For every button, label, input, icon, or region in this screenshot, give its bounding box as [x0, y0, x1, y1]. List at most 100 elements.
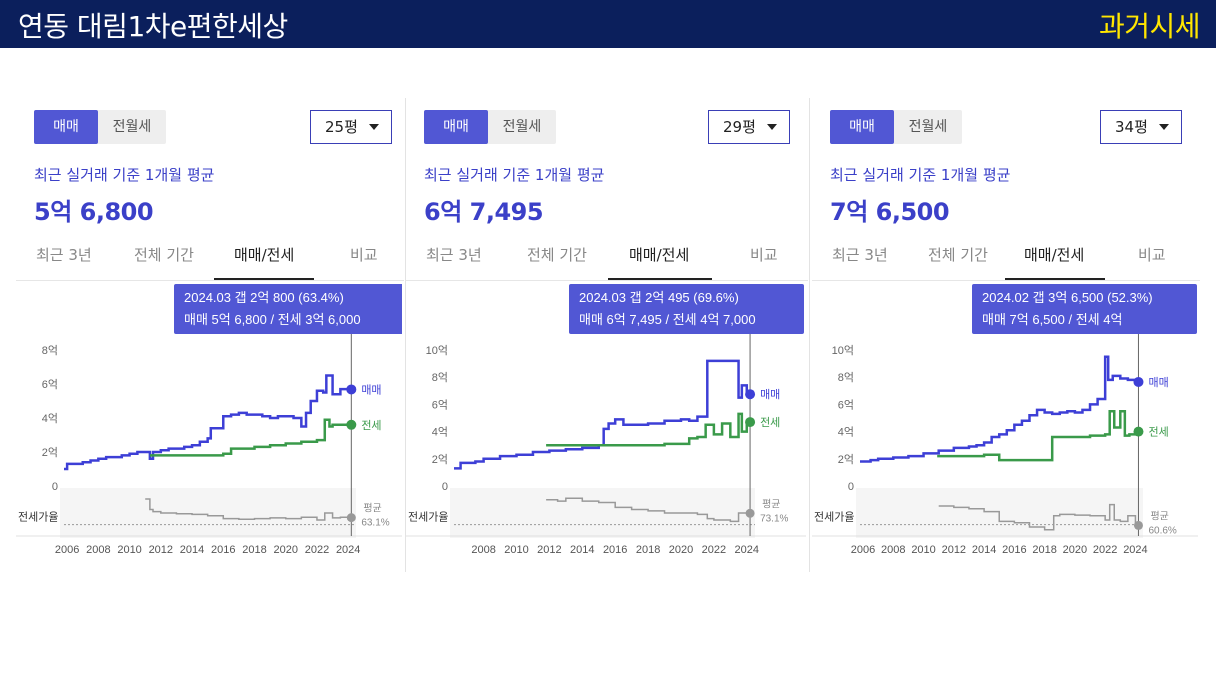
- panel-divider: [809, 98, 810, 572]
- x-tick-label: 2014: [972, 544, 996, 556]
- page-title: 연동 대림1차e편한세상: [18, 10, 288, 43]
- x-tick-label: 2016: [211, 544, 235, 556]
- toggle-rent-option[interactable]: 전월세: [502, 119, 542, 135]
- x-tick-label: 2012: [537, 544, 561, 556]
- ratio-end-marker: [346, 513, 356, 523]
- toggle-sale-option[interactable]: 매매: [830, 110, 894, 144]
- x-tick-label: 2006: [851, 544, 875, 556]
- toggle-rent-option[interactable]: 전월세: [908, 119, 948, 135]
- size-select[interactable]: 34평: [1100, 110, 1182, 144]
- series-end-marker: [745, 389, 756, 400]
- series-line-jeonse: [546, 412, 751, 447]
- period-tabs: 최근 3년 전체 기간 매매/전세 비교: [812, 238, 1200, 280]
- series-end-marker: [1133, 426, 1144, 437]
- price-chart: 0 2억 4억 6억 8억 10억 2006 2008 2010 2012 2014 2016 2018…: [812, 282, 1198, 568]
- series-end-label: 전세: [760, 416, 780, 429]
- tab-compare[interactable]: 비교: [750, 246, 778, 264]
- ratio-average-value: 73.1%: [760, 513, 788, 524]
- average-label: 최근 실거래 기준 1개월 평균: [830, 166, 1011, 184]
- chart-panel-34: 매매 전월세 34평 최근 실거래 기준 1개월 평균 7억 6,500 최근 …: [812, 98, 1200, 572]
- active-tab-indicator: [608, 278, 712, 280]
- x-tick-label: 2010: [911, 544, 935, 556]
- x-tick-label: 2008: [86, 544, 110, 556]
- tooltip-line-1: 2024.03 갭 2억 495 (69.6%): [579, 290, 739, 305]
- y-tick-label: 10억: [832, 344, 854, 357]
- toggle-sale-option[interactable]: 매매: [424, 110, 488, 144]
- y-tick-label: 6억: [432, 398, 448, 411]
- tooltip-box: [972, 284, 1197, 334]
- x-tick-label: 2022: [1093, 544, 1117, 556]
- chart-panel-25: 매매 전월세 25평 최근 실거래 기준 1개월 평균 5억 6,800 최근 …: [16, 98, 406, 572]
- series-line-sale: [860, 355, 1139, 463]
- x-tick-label: 2012: [942, 544, 966, 556]
- x-tick-label: 2010: [504, 544, 528, 556]
- series-end-marker: [346, 419, 357, 430]
- tab-sale-jeonse[interactable]: 매매/전세: [629, 246, 690, 264]
- y-tick-label: 2억: [432, 453, 448, 466]
- series-end-label: 매매: [1148, 376, 1168, 389]
- ratio-label: 전세가율: [408, 511, 448, 524]
- price-chart: 0 2억 4억 6억 8억 10억 2008 2010 2012 2014 2016 2018 2020…: [406, 282, 806, 568]
- x-tick-label: 2018: [242, 544, 266, 556]
- y-tick-label: 0: [442, 481, 448, 493]
- ratio-average-label: 평균: [363, 503, 381, 515]
- ratio-label: 전세가율: [18, 511, 58, 524]
- series-line-jeonse: [937, 409, 1139, 462]
- x-tick-label: 2020: [273, 544, 297, 556]
- caret-down-icon: [369, 124, 379, 130]
- x-tick-label: 2024: [735, 544, 759, 556]
- ratio-end-marker: [745, 508, 755, 518]
- price-chart-svg: 0 2억 4억 6억 8억 10억 2008 2010 2012 2014 2016 2018 2020…: [406, 284, 806, 556]
- panel-divider: [405, 98, 406, 572]
- y-tick-label: 8억: [42, 344, 58, 357]
- price-chart-svg: 0 2억 4억 6억 8억 10억 2006 2008 2010 2012 2014 2016 2018…: [812, 284, 1198, 556]
- tab-all-period[interactable]: 전체 기간: [527, 246, 587, 264]
- average-label: 최근 실거래 기준 1개월 평균: [34, 166, 215, 184]
- tab-sale-jeonse[interactable]: 매매/전세: [234, 246, 295, 264]
- tabs-divider: [812, 280, 1200, 281]
- size-select[interactable]: 25평: [310, 110, 392, 144]
- period-tabs: 최근 3년 전체 기간 매매/전세 비교: [406, 238, 808, 280]
- caret-down-icon: [1159, 124, 1169, 130]
- tooltip-box: [174, 284, 406, 334]
- tab-recent-3y[interactable]: 최근 3년: [832, 246, 888, 264]
- trade-type-toggle[interactable]: 매매 전월세: [830, 110, 962, 144]
- series-end-marker: [346, 384, 357, 395]
- header-badge: 과거시세: [1098, 10, 1201, 43]
- caret-down-icon: [767, 124, 777, 130]
- tab-all-period[interactable]: 전체 기간: [134, 246, 194, 264]
- x-tick-label: 2012: [149, 544, 173, 556]
- y-tick-label: 2억: [42, 446, 58, 459]
- trade-type-toggle[interactable]: 매매 전월세: [34, 110, 166, 144]
- tab-recent-3y[interactable]: 최근 3년: [36, 246, 92, 264]
- x-tick-label: 2020: [669, 544, 693, 556]
- active-tab-indicator: [214, 278, 314, 280]
- tab-sale-jeonse[interactable]: 매매/전세: [1024, 246, 1085, 264]
- series-end-label: 전세: [361, 419, 381, 432]
- ratio-average-label: 평균: [1150, 510, 1168, 522]
- ratio-band: [450, 488, 755, 538]
- toggle-sale-option[interactable]: 매매: [34, 110, 98, 144]
- size-select-value: 29평: [723, 118, 756, 136]
- y-tick-label: 6억: [838, 398, 854, 411]
- toggle-rent-option[interactable]: 전월세: [112, 119, 152, 135]
- x-tick-label: 2024: [336, 544, 360, 556]
- tab-compare[interactable]: 비교: [1138, 246, 1166, 264]
- tooltip-box: [569, 284, 804, 334]
- average-price: 7억 6,500: [830, 198, 950, 226]
- x-tick-label: 2022: [702, 544, 726, 556]
- y-tick-label: 4억: [432, 426, 448, 439]
- series-end-marker: [1133, 376, 1144, 387]
- tab-all-period[interactable]: 전체 기간: [928, 246, 988, 264]
- active-tab-indicator: [1005, 278, 1105, 280]
- y-tick-label: 10억: [426, 344, 448, 357]
- size-select[interactable]: 29평: [708, 110, 790, 144]
- period-tabs: 최근 3년 전체 기간 매매/전세 비교: [16, 238, 404, 280]
- tab-recent-3y[interactable]: 최근 3년: [426, 246, 482, 264]
- tab-compare[interactable]: 비교: [350, 246, 378, 264]
- trade-type-toggle[interactable]: 매매 전월세: [424, 110, 556, 144]
- y-tick-label: 4억: [42, 412, 58, 425]
- y-tick-label: 8억: [432, 371, 448, 384]
- x-tick-label: 2014: [180, 544, 204, 556]
- tooltip-line-1: 2024.03 갭 2억 800 (63.4%): [184, 290, 344, 305]
